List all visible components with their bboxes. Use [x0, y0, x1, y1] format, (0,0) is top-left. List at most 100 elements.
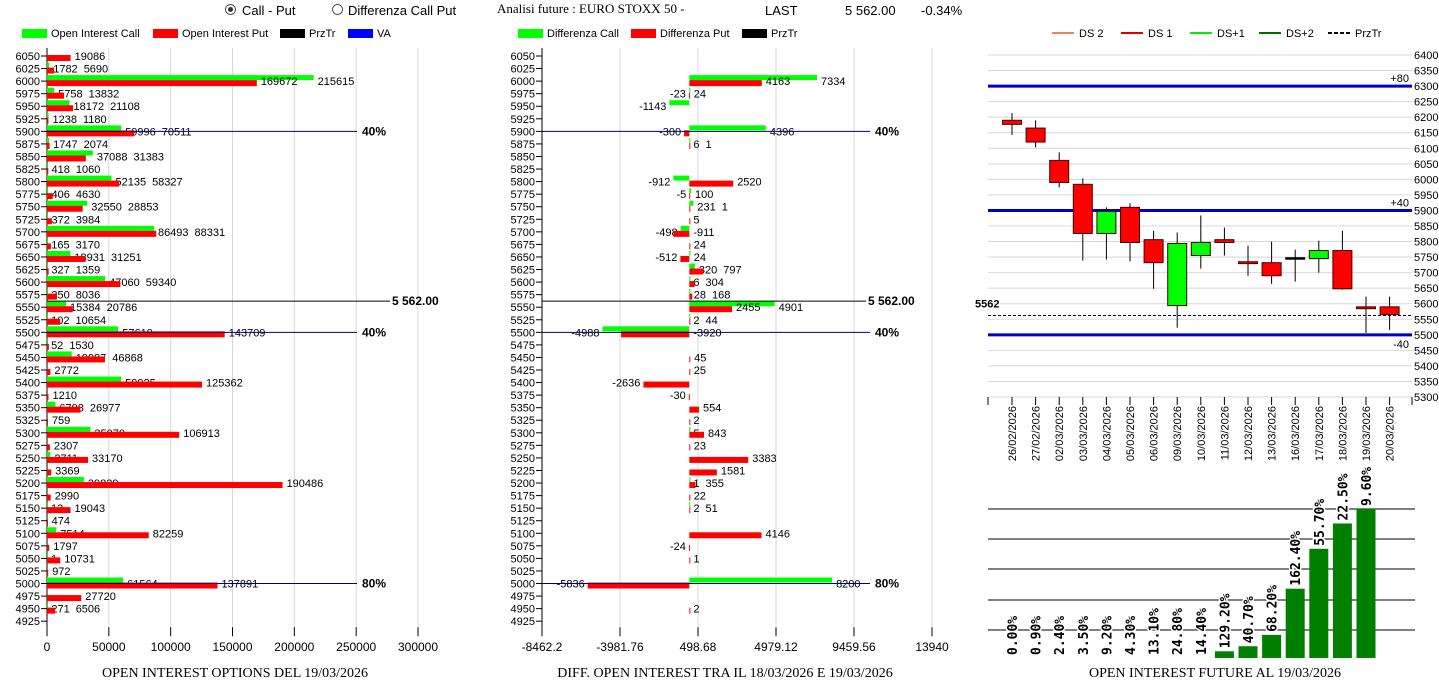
put-bar: [47, 532, 149, 539]
strike-label: 5900: [16, 126, 40, 138]
strike-label: 5050: [16, 553, 40, 565]
strike-label: 6025: [511, 64, 535, 76]
put-bar: [47, 205, 83, 212]
put-value-label: -24: [670, 541, 686, 553]
strike-label: 5475: [16, 340, 40, 352]
future-chart-caption: OPEN INTEREST FUTURE AL 19/03/2026: [1089, 666, 1341, 681]
call-value-label: 15384: [70, 302, 101, 314]
put-bar: [689, 293, 693, 300]
put-bar: [689, 193, 691, 200]
strike-label: 5900: [511, 126, 535, 138]
put-value-label: 355: [705, 478, 723, 490]
y-tick-label: 6400: [1414, 50, 1438, 62]
future-bar: [1262, 634, 1282, 658]
date-label: 26/02/2026: [1007, 406, 1019, 461]
strike-label: 5125: [16, 516, 40, 528]
future-bar-label: 4.30%: [1124, 616, 1139, 655]
y-tick-label: 5700: [1414, 268, 1438, 280]
strike-label: 5125: [511, 516, 535, 528]
strike-label: 5150: [511, 503, 535, 515]
put-bar: [689, 306, 733, 313]
x-tick-label: 498.68: [680, 640, 717, 654]
put-value-label: 4146: [765, 528, 789, 540]
last-value: 5 562.00: [845, 3, 896, 18]
call-bar: [689, 137, 691, 143]
radio-call-put[interactable]: [225, 4, 236, 15]
strike-label: 5850: [16, 151, 40, 163]
call-bar: [689, 250, 691, 256]
strike-label: 5225: [511, 465, 535, 477]
call-bar: [47, 288, 48, 294]
call-bar: [47, 477, 84, 483]
strike-label: 5725: [511, 214, 535, 226]
put-bar: [47, 557, 61, 564]
call-bar: [47, 188, 48, 194]
date-label: 16/03/2026: [1290, 406, 1302, 461]
call-bar: [689, 263, 695, 269]
call-bar: [680, 225, 690, 231]
put-value-label: 58327: [152, 177, 183, 189]
y-tick-label: 5800: [1414, 237, 1438, 249]
radio-differenza[interactable]: [332, 4, 343, 15]
put-bar: [689, 318, 691, 325]
call-bar: [47, 213, 48, 219]
candle-body: [1120, 206, 1140, 243]
put-bar: [47, 394, 49, 401]
strike-label: 5600: [16, 277, 40, 289]
call-value-label: 1: [693, 478, 699, 490]
future-bar-label: 68.20%: [1266, 585, 1281, 632]
call-bar: [47, 225, 154, 231]
call-value-label: 406: [52, 189, 70, 201]
put-bar: [643, 381, 690, 388]
call-value-label: -4988: [571, 327, 599, 339]
put-bar: [47, 582, 218, 589]
date-label: 19/03/2026: [1361, 406, 1373, 461]
prztr-label: 5 562.00: [392, 294, 439, 308]
future-bar-label: 14.40%: [1195, 608, 1210, 655]
strike-label: 5375: [16, 390, 40, 402]
radio-differenza-label[interactable]: Differenza Call Put: [348, 3, 457, 18]
put-value-label: 21108: [110, 101, 140, 113]
candle-body: [1190, 241, 1211, 257]
put-value-label: 3984: [76, 214, 100, 226]
date-label: 05/03/2026: [1125, 406, 1137, 461]
call-bar: [689, 87, 691, 93]
strike-label: 5650: [511, 252, 535, 264]
call-value-label: 1238: [53, 114, 77, 126]
strike-label: 5875: [511, 139, 535, 151]
call-value-label: 86493: [158, 227, 189, 239]
candle-body: [1167, 242, 1188, 307]
put-value-label: 106913: [183, 428, 220, 440]
put-bar: [47, 431, 180, 438]
strike-label: 5450: [511, 352, 535, 364]
put-value-label: 972: [52, 566, 70, 578]
va-label: 40%: [362, 325, 386, 339]
put-bar: [47, 318, 61, 325]
put-bar: [47, 607, 56, 614]
y-tick-label: 6350: [1414, 66, 1438, 78]
strike-label: 5325: [511, 415, 535, 427]
radio-call-put-label[interactable]: Call - Put: [242, 3, 296, 18]
change-value: -0.34%: [921, 3, 963, 18]
put-bar: [688, 92, 690, 99]
put-bar: [47, 155, 86, 162]
call-bar: [47, 87, 55, 93]
put-value-label: 33170: [92, 453, 123, 465]
strike-label: 5350: [511, 403, 535, 415]
future-bar-label: 9.60%: [1360, 467, 1375, 506]
put-value-label: 4630: [76, 189, 100, 201]
strike-label: 5400: [511, 378, 535, 390]
call-value-label: 100: [695, 189, 713, 201]
va-label: 40%: [875, 325, 899, 339]
put-bar: [688, 544, 690, 551]
future-bar-label: 13.10%: [1148, 608, 1163, 655]
call-bar: [47, 250, 71, 256]
put-value-label: 143709: [229, 327, 266, 339]
legend-label: DS+2: [1286, 28, 1314, 40]
legend-va-label: VA: [377, 28, 392, 40]
future-bar: [1332, 523, 1352, 658]
call-bar: [47, 175, 112, 181]
strike-label: 5375: [511, 390, 535, 402]
strike-label: 5725: [16, 214, 40, 226]
